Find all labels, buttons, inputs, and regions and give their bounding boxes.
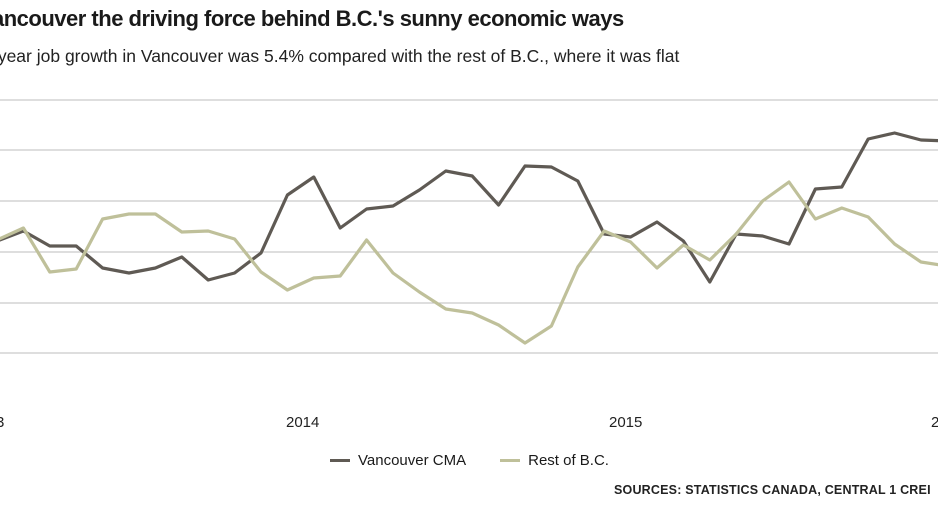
- series-line-vancouver-cma: [0, 131, 938, 284]
- x-tick-label: 3: [0, 414, 4, 431]
- x-axis-ticks: 3 2014 2015 2: [0, 414, 938, 431]
- x-tick-label: 2: [931, 414, 938, 431]
- chart-subtitle: -year job growth in Vancouver was 5.4% c…: [0, 46, 680, 66]
- legend-swatch-vancouver: [330, 459, 350, 462]
- chart-title: ancouver the driving force behind B.C.'s…: [0, 6, 624, 31]
- legend-label-rest-of-bc: Rest of B.C.: [528, 452, 609, 469]
- legend-swatch-rest-of-bc: [500, 459, 521, 462]
- legend-item-rest-of-bc: Rest of B.C.: [500, 452, 609, 469]
- x-tick-label: 2014: [286, 414, 319, 431]
- legend-label-vancouver: Vancouver CMA: [358, 452, 467, 469]
- legend: Vancouver CMA Rest of B.C.: [330, 452, 643, 469]
- series-lines: [0, 131, 938, 345]
- gridlines: [0, 99, 938, 354]
- x-tick-label: 2015: [609, 414, 642, 431]
- legend-item-vancouver: Vancouver CMA: [330, 452, 466, 469]
- source-note: SOURCES: STATISTICS CANADA, CENTRAL 1 CR…: [614, 483, 931, 497]
- series-line-rest-of-bc: [0, 180, 938, 345]
